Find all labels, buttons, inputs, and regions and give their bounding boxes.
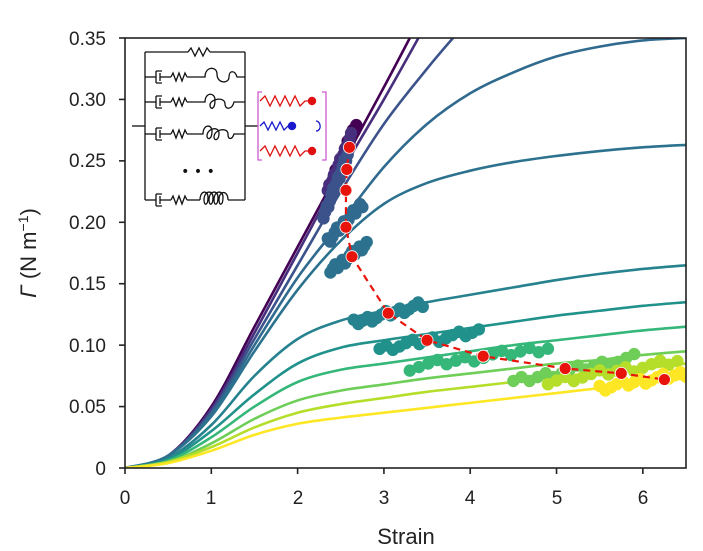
y-axis-label: Γ (N m−1) bbox=[15, 208, 41, 298]
y-axis-unit: (N m bbox=[16, 231, 41, 279]
branch-3 bbox=[145, 125, 245, 141]
y-tick-label: 0.05 bbox=[69, 397, 106, 418]
failure-point bbox=[476, 349, 490, 363]
scatter-point bbox=[523, 341, 536, 355]
right-bracket bbox=[322, 91, 327, 161]
failure-point bbox=[558, 362, 572, 375]
failure-point bbox=[339, 220, 353, 234]
x-tick-label: 6 bbox=[638, 488, 649, 509]
scatter-point bbox=[671, 354, 684, 368]
scatter-point bbox=[628, 347, 641, 361]
scatter-point bbox=[679, 370, 686, 383]
generalized-maxwell-model: • • • bbox=[132, 46, 258, 207]
y-tick-label: 0.20 bbox=[69, 213, 106, 234]
failure-point bbox=[339, 183, 353, 197]
x-tick-label: 2 bbox=[293, 488, 304, 509]
scatter-point bbox=[344, 126, 358, 140]
x-axis-label: Strain bbox=[377, 524, 434, 549]
x-tick-label: 0 bbox=[120, 488, 131, 509]
y-tick-labels: 0 0.05 0.10 0.15 0.20 0.25 0.30 0.35 bbox=[69, 29, 106, 480]
failure-line bbox=[344, 147, 665, 381]
failure-point bbox=[614, 366, 628, 380]
x-tick-label: 1 bbox=[206, 488, 217, 509]
open-bond bbox=[315, 120, 321, 132]
network-strand-diagram bbox=[257, 91, 327, 161]
inset-schematic: • • • bbox=[128, 41, 327, 216]
scatter-point bbox=[472, 323, 486, 336]
active-node bbox=[287, 121, 297, 131]
bottom-node bbox=[307, 146, 317, 156]
scatter-clusters bbox=[317, 118, 686, 397]
series-line-curve-4 bbox=[125, 38, 686, 468]
y-axis-symbol: Γ bbox=[16, 284, 41, 298]
series-line-curve-8 bbox=[125, 325, 686, 468]
y-tick-label: 0 bbox=[95, 459, 106, 480]
y-axis-unit-exponent: −1 bbox=[15, 215, 31, 231]
x-tick-label: 3 bbox=[379, 488, 390, 509]
y-tick-label: 0.10 bbox=[69, 336, 106, 357]
y-tick-label: 0.15 bbox=[69, 274, 106, 295]
failure-point bbox=[345, 250, 359, 264]
ticks bbox=[119, 37, 644, 474]
failure-point bbox=[381, 306, 395, 320]
scatter-point bbox=[495, 344, 509, 358]
failure-series bbox=[339, 140, 671, 386]
x-tick-label: 5 bbox=[552, 488, 563, 509]
ellipsis-dots: • • • bbox=[181, 164, 215, 180]
y-axis-unit-close: ) bbox=[16, 208, 41, 215]
scatter-point bbox=[541, 342, 555, 355]
scatter-point bbox=[416, 300, 429, 314]
failure-point bbox=[342, 140, 356, 154]
bottom-network-spring bbox=[259, 144, 312, 158]
branch-n bbox=[145, 191, 245, 207]
left-bracket bbox=[257, 91, 262, 161]
branch-1 bbox=[145, 67, 245, 84]
y-tick-label: 0.30 bbox=[69, 90, 106, 111]
scatter-point bbox=[360, 235, 373, 249]
active-spring bbox=[259, 120, 292, 132]
y-tick-label: 0.25 bbox=[69, 151, 106, 172]
failure-point bbox=[658, 373, 671, 386]
scatter-point bbox=[356, 200, 369, 214]
scatter-point bbox=[458, 350, 472, 364]
x-tick-label: 4 bbox=[465, 488, 476, 509]
plot-frame bbox=[124, 37, 687, 469]
failure-point bbox=[340, 163, 354, 176]
top-node bbox=[307, 96, 317, 106]
failure-point bbox=[420, 333, 434, 347]
branch-2 bbox=[145, 93, 245, 109]
x-tick-labels: 0 1 2 3 4 5 6 bbox=[120, 488, 649, 509]
branch-elastic bbox=[145, 46, 245, 58]
inset-background bbox=[128, 41, 260, 216]
y-tick-label: 0.35 bbox=[69, 29, 106, 50]
scatter-point bbox=[431, 353, 444, 367]
series-line-curve-5 bbox=[125, 143, 686, 468]
top-network-spring bbox=[259, 94, 312, 108]
